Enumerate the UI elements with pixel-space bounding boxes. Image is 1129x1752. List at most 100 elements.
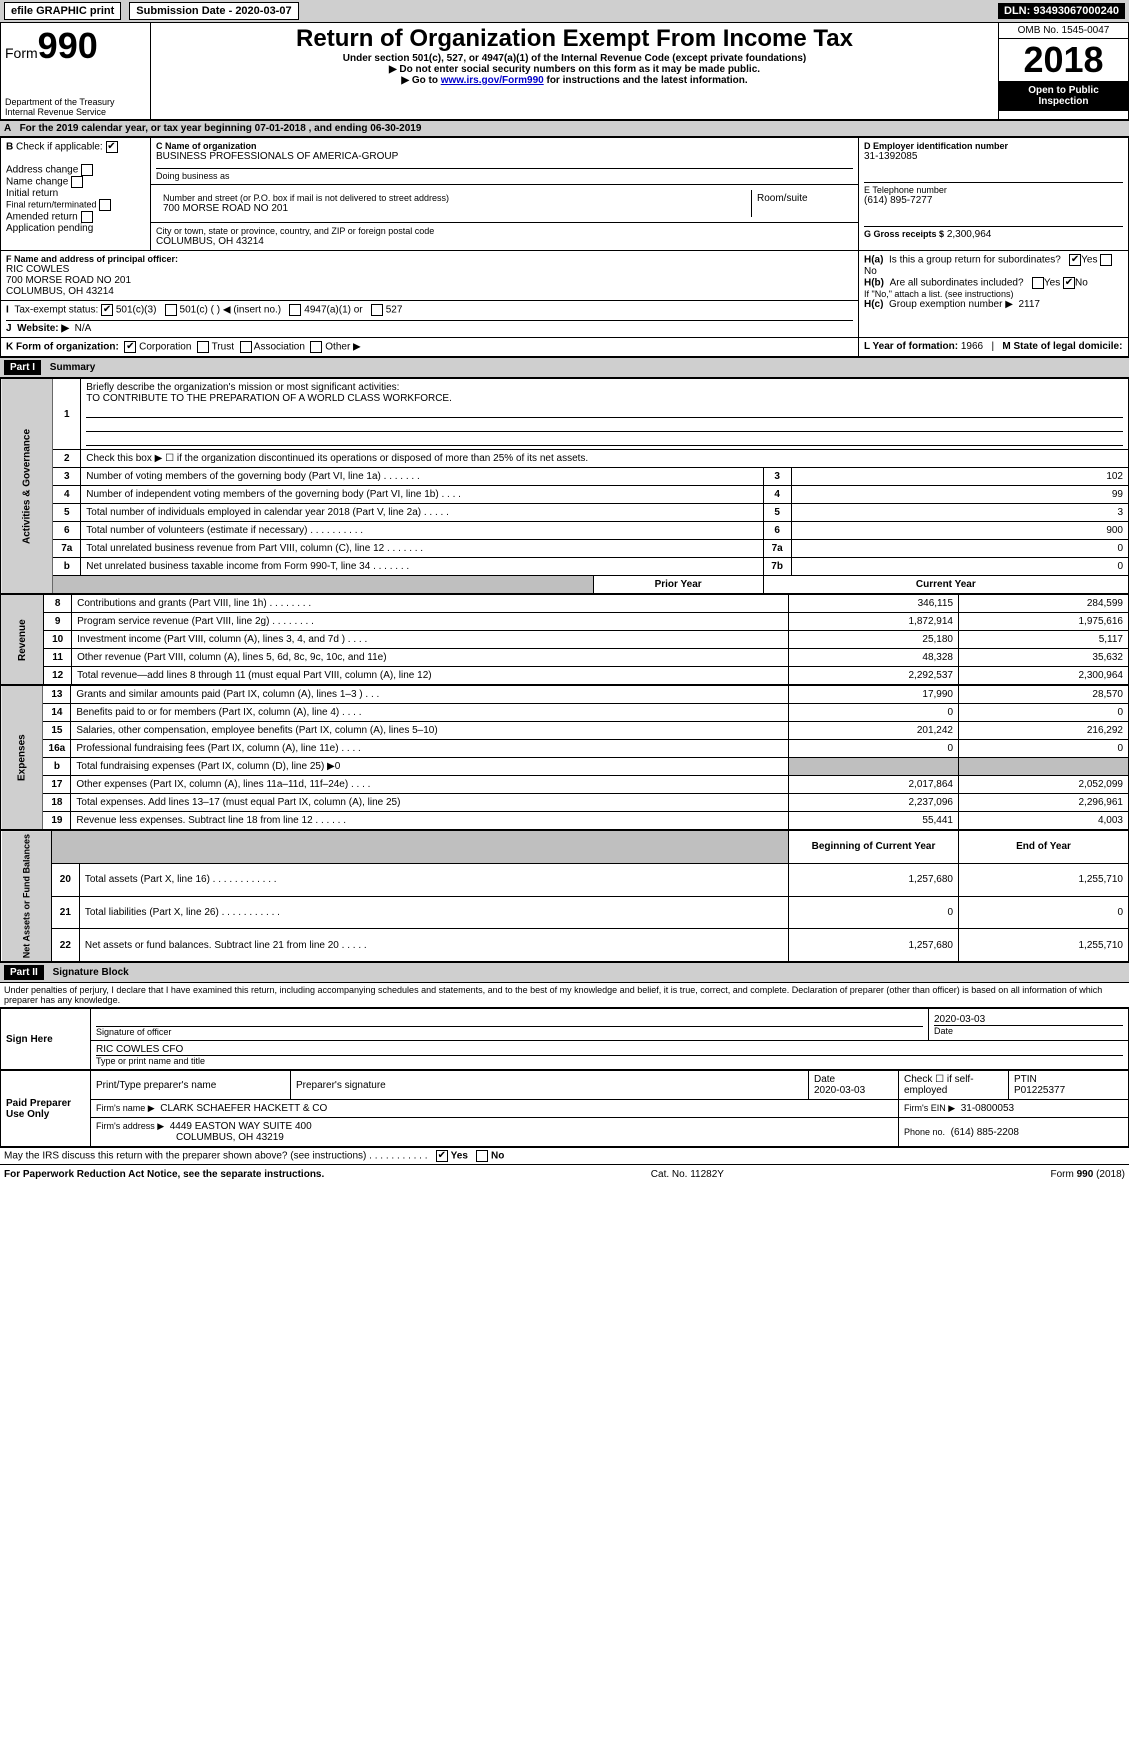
- box-i-j: I Tax-exempt status: ✔ 501(c)(3) 501(c) …: [1, 301, 859, 338]
- rev-row-2: 10Investment income (Part VIII, column (…: [1, 631, 1129, 649]
- firm-addr-cell: Firm's address ▶ 4449 EASTON WAY SUITE 4…: [91, 1118, 899, 1147]
- box-i-label: Tax-exempt status:: [14, 305, 98, 316]
- year-formation: 1966: [961, 341, 983, 352]
- discuss-no: No: [491, 1151, 504, 1162]
- ptin-cell: PTIN P01225377: [1009, 1071, 1129, 1100]
- box-c-label: C Name of organization: [156, 141, 853, 151]
- street-label: Number and street (or P.O. box if mail i…: [163, 193, 744, 203]
- i-cb3[interactable]: [289, 304, 301, 316]
- gov-row-0: 3Number of voting members of the governi…: [1, 468, 1129, 486]
- cb-4[interactable]: [81, 211, 93, 223]
- box-j-label: Website: ▶: [17, 323, 69, 334]
- q1-val: TO CONTRIBUTE TO THE PREPARATION OF A WO…: [86, 393, 452, 404]
- net-row-2: 22Net assets or fund balances. Subtract …: [1, 929, 1129, 962]
- exp-row-7: 19Revenue less expenses. Subtract line 1…: [1, 812, 1129, 830]
- part2-header: Part II Signature Block: [0, 962, 1129, 983]
- part2-hdr: Part II: [4, 965, 44, 980]
- discuss-yes: Yes: [451, 1151, 468, 1162]
- addr-change-checkbox[interactable]: ✔: [106, 141, 118, 153]
- prep-date-cell: Date 2020-03-03: [809, 1071, 899, 1100]
- i-o3: 4947(a)(1) or: [304, 305, 362, 316]
- sig-date-val: 2020-03-03: [934, 1014, 1123, 1025]
- q1-cell: Briefly describe the organization's miss…: [81, 379, 1129, 450]
- form-header-table: Form990 Department of the Treasury Inter…: [0, 22, 1129, 120]
- discuss-yes-cb[interactable]: ✔: [436, 1150, 448, 1162]
- cb-1[interactable]: [71, 176, 83, 188]
- hb-yes-cb[interactable]: [1032, 277, 1044, 289]
- box-c-city: City or town, state or province, country…: [151, 223, 859, 251]
- hb-note: If "No," attach a list. (see instruction…: [864, 289, 1123, 299]
- box-c-street: Number and street (or P.O. box if mail i…: [151, 185, 859, 223]
- officer-name: RIC COWLES: [6, 264, 853, 275]
- discuss-row: May the IRS discuss this return with the…: [0, 1147, 1129, 1165]
- k-o3: Association: [254, 342, 305, 353]
- goto-prefix: ▶ Go to: [401, 75, 440, 86]
- year-cell: OMB No. 1545-0047 2018 Open to Public In…: [999, 23, 1129, 120]
- k-cb3[interactable]: [240, 341, 252, 353]
- k-cb1[interactable]: ✔: [124, 341, 136, 353]
- exp-row-2: 15Salaries, other compensation, employee…: [1, 722, 1129, 740]
- officer-title-label: Type or print name and title: [96, 1055, 1123, 1066]
- efile-button[interactable]: efile GRAPHIC print: [4, 2, 121, 20]
- page-footer: For Paperwork Reduction Act Notice, see …: [0, 1165, 1129, 1184]
- header-bar: efile GRAPHIC print Submission Date - 20…: [0, 0, 1129, 22]
- firm-phone-cell: Phone no. (614) 885-2208: [899, 1118, 1129, 1147]
- i-cb4[interactable]: [371, 304, 383, 316]
- box-m-label: M State of legal domicile:: [1002, 341, 1122, 352]
- k-cb4[interactable]: [310, 341, 322, 353]
- col-hdr-rev: Prior YearCurrent Year: [1, 576, 1129, 594]
- officer-addr2: COLUMBUS, OH 43214: [6, 286, 853, 297]
- line-a-text-a: For the 2019 calendar year, or tax year …: [20, 123, 306, 134]
- form-subtitle-1: Under section 501(c), 527, or 4947(a)(1)…: [155, 53, 994, 64]
- cb-3[interactable]: [99, 199, 111, 211]
- line-a-text-b: , and ending 06-30-2019: [309, 123, 422, 134]
- exp-row-4: bTotal fundraising expenses (Part IX, co…: [1, 758, 1129, 776]
- footer-right: Form 990 (2018): [1051, 1169, 1125, 1180]
- rev-row-1: 9Program service revenue (Part VIII, lin…: [1, 613, 1129, 631]
- ha-yes-cb[interactable]: ✔: [1069, 254, 1081, 266]
- box-l-m: L Year of formation: 1966 | M State of l…: [859, 338, 1129, 357]
- q2-text: Check this box ▶ ☐ if the organization d…: [81, 450, 1129, 468]
- sig-officer-cell: Signature of officer: [91, 1009, 929, 1041]
- sig-officer-label: Signature of officer: [96, 1026, 923, 1037]
- firm-name-cell: Firm's name ▶ CLARK SCHAEFER HACKETT & C…: [91, 1100, 899, 1118]
- officer-sig-name: RIC COWLES CFO: [96, 1044, 1123, 1055]
- box-k: K Form of organization: ✔ Corporation Tr…: [1, 338, 859, 357]
- q1-label: Briefly describe the organization's miss…: [86, 382, 399, 393]
- city: COLUMBUS, OH 43214: [156, 236, 853, 247]
- b-item-5: Application pending: [6, 223, 93, 234]
- hb-label: Are all subordinates included?: [890, 278, 1024, 289]
- rev-row-4: 12Total revenue—add lines 8 through 11 (…: [1, 667, 1129, 685]
- open-to-public: Open to Public Inspection: [999, 81, 1128, 111]
- box-b: B Check if applicable: ✔ Address change …: [1, 138, 151, 251]
- part1-title: Summary: [44, 360, 102, 375]
- i-cb1[interactable]: ✔: [101, 304, 113, 316]
- ha-no: No: [864, 266, 877, 277]
- side-revenue: Revenue: [1, 595, 44, 685]
- preparer-table: Paid Preparer Use Only Print/Type prepar…: [0, 1070, 1129, 1147]
- discuss-no-cb[interactable]: [476, 1150, 488, 1162]
- hc-val: 2117: [1018, 299, 1040, 310]
- tax-year: 2018: [999, 39, 1128, 81]
- cb-0[interactable]: [81, 164, 93, 176]
- k-cb2[interactable]: [197, 341, 209, 353]
- sign-here: Sign Here: [1, 1009, 91, 1070]
- part1-table: Activities & Governance 1 Briefly descri…: [0, 378, 1129, 594]
- box-b-label: Check if applicable:: [16, 142, 103, 153]
- irs-link[interactable]: www.irs.gov/Form990: [441, 75, 544, 86]
- firm-ein-cell: Firm's EIN ▶ 31-0800053: [899, 1100, 1129, 1118]
- box-g-label: G Gross receipts $: [864, 229, 944, 239]
- part1-hdr: Part I: [4, 360, 41, 375]
- i-cb2[interactable]: [165, 304, 177, 316]
- dba-label: Doing business as: [156, 168, 853, 181]
- hb-no-cb[interactable]: ✔: [1063, 277, 1075, 289]
- sig-date-label: Date: [934, 1025, 1123, 1036]
- b-item-3: Final return/terminated: [6, 200, 97, 210]
- part1-expenses-table: Expenses 13Grants and similar amounts pa…: [0, 685, 1129, 830]
- k-o1: Corporation: [139, 342, 191, 353]
- entity-info-table: B Check if applicable: ✔ Address change …: [0, 137, 1129, 357]
- k-o2: Trust: [212, 342, 234, 353]
- rev-row-3: 11Other revenue (Part VIII, column (A), …: [1, 649, 1129, 667]
- dln: DLN: 93493067000240: [998, 3, 1125, 19]
- ha-no-cb[interactable]: [1100, 254, 1112, 266]
